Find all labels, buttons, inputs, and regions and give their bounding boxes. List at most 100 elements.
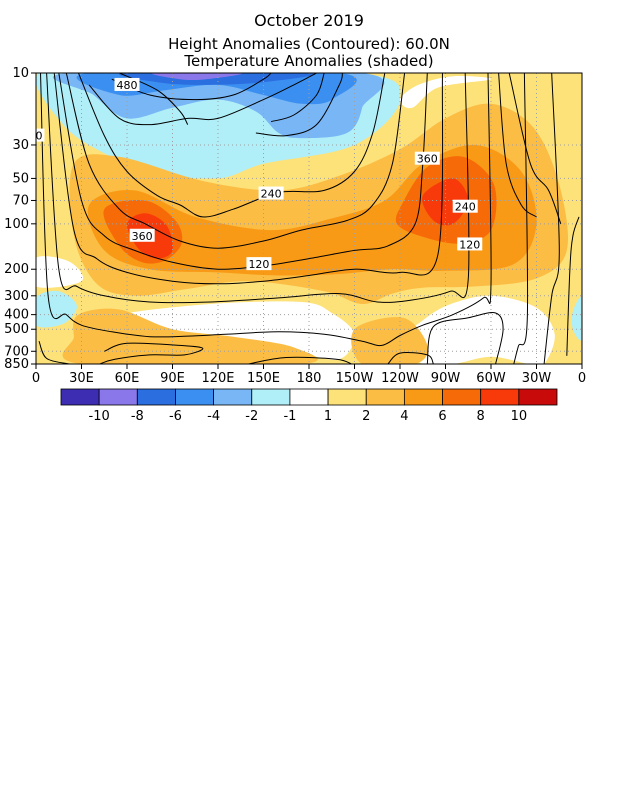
colorbar-swatch — [403, 388, 443, 406]
x-tick-label: 150E — [247, 371, 280, 386]
contour-line-12 — [99, 342, 204, 364]
x-tick-label: 60E — [115, 371, 140, 386]
contour-label-bg — [414, 151, 440, 165]
y-tick-label: 700 — [4, 344, 29, 359]
colorbar-label: -10 — [89, 409, 110, 424]
contour-label: 360 — [132, 230, 153, 243]
contour-line-15 — [426, 312, 504, 364]
contour-line-9 — [46, 73, 470, 304]
colorbar-swatch — [175, 388, 215, 406]
y-tick-label: 70 — [12, 193, 29, 208]
contour-line-18 — [566, 216, 580, 356]
colorbar: -10 -8 -6 -4 -2 -1 1 2 4 6 8 10 — [60, 388, 558, 424]
colorbar-label: 8 — [477, 409, 485, 424]
contour-line-4 — [255, 73, 343, 137]
contour-label-bg — [258, 186, 284, 200]
contour-line-14 — [387, 351, 434, 364]
x-tick-label: 120W — [381, 371, 419, 386]
contour-line-8 — [53, 73, 444, 285]
colorbar-swatch — [518, 388, 558, 406]
shade-region-3 — [76, 73, 357, 105]
colorbar-label: 10 — [511, 409, 528, 424]
y-tick-label: 850 — [4, 357, 29, 372]
contour-label-bg — [452, 199, 478, 213]
colorbar-label: 2 — [362, 409, 370, 424]
contour-line-3 — [270, 73, 325, 123]
colorbar-label: -6 — [169, 409, 182, 424]
colorbar-label: 6 — [438, 409, 446, 424]
colorbar-label: 1 — [324, 409, 332, 424]
contour-label-bg — [457, 237, 483, 251]
temperature-shading — [36, 73, 582, 364]
x-tick-label: 0 — [578, 371, 586, 386]
y-tick-label: 50 — [12, 171, 29, 186]
shade-region-9 — [112, 301, 355, 360]
shade-region-6 — [36, 290, 77, 328]
x-tick-label: 180 — [297, 371, 322, 386]
y-tick-label: 30 — [12, 138, 29, 153]
colorbar-swatch — [289, 388, 329, 406]
x-tick-label: 90E — [160, 371, 185, 386]
contour-line-11 — [38, 340, 70, 364]
y-tick-label: 10 — [12, 66, 29, 81]
x-tick-label: 0 — [32, 371, 40, 386]
colorbar-label: 4 — [400, 409, 408, 424]
x-axis: 0 30E 60E 90E 120E 150E 180 150W 120W 90W 60W 30W 0 — [32, 364, 586, 386]
chart-title: October 2019 — [254, 11, 364, 30]
colorbar-swatch — [251, 388, 291, 406]
contour-label: 240 — [261, 188, 282, 201]
shade-region-11 — [399, 75, 492, 109]
contour-label: 0 — [36, 130, 43, 143]
colorbar-swatch — [98, 388, 138, 406]
colorbar-label: -1 — [283, 409, 296, 424]
colorbar-label: -4 — [207, 409, 220, 424]
x-tick-label: 120E — [201, 371, 234, 386]
contour-label: 120 — [459, 238, 480, 251]
contour-line-13 — [248, 356, 352, 364]
x-tick-label: 60W — [476, 371, 506, 386]
contour-label-bg — [129, 228, 155, 242]
contour-label: 360 — [417, 153, 438, 166]
chart-subtitle-height: Height Anomalies (Contoured): 60.0N — [168, 35, 450, 53]
contour-label: 480 — [117, 79, 138, 92]
y-tick-label: 500 — [4, 322, 29, 337]
contour-label-bg — [33, 128, 45, 142]
colorbar-label: -2 — [245, 409, 258, 424]
y-tick-label: 300 — [4, 289, 29, 304]
colorbar-swatch — [327, 388, 367, 406]
chart-subtitle-temperature: Temperature Anomalies (shaded) — [183, 52, 433, 70]
contour-label-bg — [246, 257, 272, 271]
shade-region-10 — [399, 295, 555, 364]
contour-line-10 — [40, 73, 492, 347]
shade-region-5 — [152, 73, 243, 81]
contour-label: 120 — [248, 258, 269, 271]
contour-labels: 480 0 240 360 120 360 240 120 — [33, 77, 483, 271]
contour-label: 240 — [455, 201, 476, 214]
contour-line-1 — [88, 73, 317, 126]
y-tick-label: 400 — [4, 308, 29, 323]
x-tick-label: 30W — [522, 371, 552, 386]
y-tick-label: 200 — [4, 262, 29, 277]
contour-line-6 — [65, 73, 406, 249]
contour-line-5 — [78, 73, 386, 218]
x-tick-label: 30E — [69, 371, 94, 386]
colorbar-swatch — [365, 388, 405, 406]
colorbar-swatch — [442, 388, 482, 406]
colorbar-swatch — [136, 388, 176, 406]
x-tick-label: 90W — [431, 371, 461, 386]
contour-line-0 — [111, 73, 272, 101]
y-tick-label: 100 — [4, 217, 29, 232]
colorbar-label: -8 — [131, 409, 144, 424]
x-tick-label: 150W — [336, 371, 374, 386]
contour-line-17 — [543, 73, 560, 364]
colorbar-swatch — [480, 388, 520, 406]
shade-region-7 — [571, 296, 582, 341]
colorbar-swatch — [213, 388, 253, 406]
height-contours — [38, 73, 580, 364]
contour-label-bg — [114, 77, 140, 91]
contour-line-19 — [508, 73, 562, 224]
contour-line-20 — [498, 73, 537, 218]
colorbar-swatch — [60, 388, 100, 406]
